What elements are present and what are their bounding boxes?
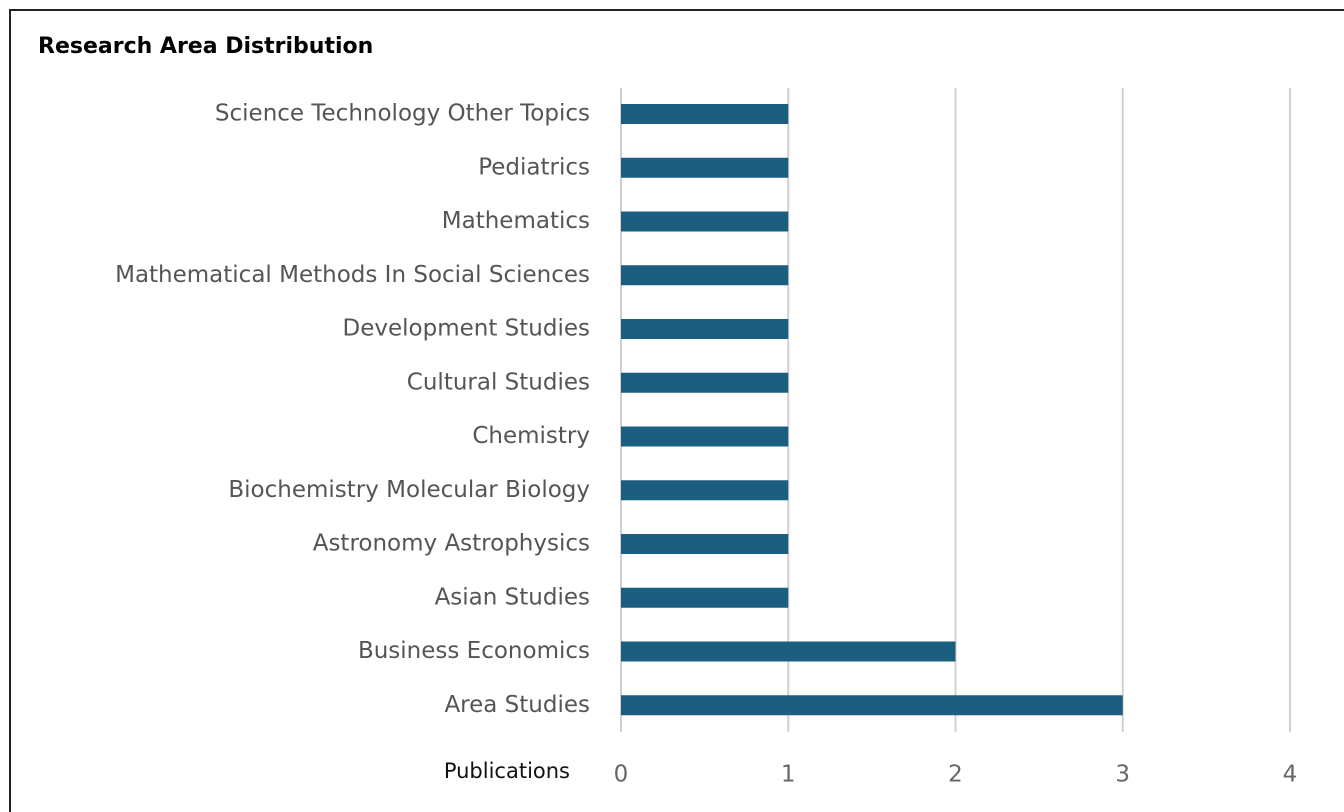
y-tick-label: Development Studies — [343, 316, 590, 342]
y-tick-label: Mathematics — [442, 208, 590, 234]
y-tick-label: Cultural Studies — [407, 369, 590, 395]
y-tick-label: Business Economics — [358, 638, 590, 664]
y-tick-label: Science Technology Other Topics — [215, 101, 590, 127]
y-tick-label: Mathematical Methods In Social Sciences — [115, 262, 590, 288]
y-tick-label: Astronomy Astrophysics — [313, 531, 590, 557]
x-tick-label: 2 — [948, 762, 963, 788]
x-tick-label: 3 — [1115, 762, 1130, 788]
y-tick-label: Biochemistry Molecular Biology — [228, 477, 590, 503]
bar — [621, 480, 789, 501]
y-tick-label: Asian Studies — [435, 584, 590, 610]
bar — [621, 265, 789, 286]
y-tick-label: Pediatrics — [478, 154, 590, 180]
x-axis-label: Publications — [444, 759, 570, 783]
bar — [621, 534, 789, 554]
bar — [621, 104, 789, 124]
bar — [621, 372, 789, 393]
bar — [621, 641, 956, 662]
x-tick-label: 0 — [614, 762, 629, 788]
bar — [621, 319, 789, 339]
x-tick-label: 1 — [781, 762, 796, 788]
y-tick-label: Area Studies — [444, 692, 590, 718]
bar — [621, 695, 1123, 716]
chart-border — [9, 9, 1344, 812]
bar — [621, 587, 789, 608]
bar — [621, 157, 789, 178]
chart-title: Research Area Distribution — [38, 34, 373, 59]
bar — [621, 426, 789, 447]
y-tick-label: Chemistry — [472, 423, 590, 449]
x-tick-label: 4 — [1283, 762, 1298, 788]
bar — [621, 211, 789, 232]
